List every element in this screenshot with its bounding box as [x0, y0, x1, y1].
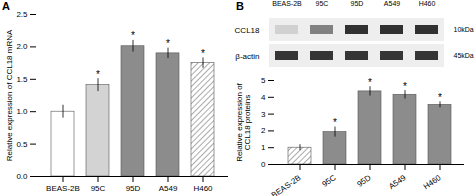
svg-text:BEAS-2B: BEAS-2B [46, 184, 80, 193]
svg-text:BEAS-2B: BEAS-2B [272, 0, 302, 7]
svg-text:5: 5 [261, 76, 266, 85]
svg-text:A549: A549 [159, 184, 178, 193]
svg-text:*: * [403, 81, 407, 92]
svg-text:CCL18: CCL18 [235, 26, 260, 35]
svg-text:0.0: 0.0 [16, 172, 28, 181]
svg-text:Relative expression ofCCL18 pr: Relative expression ofCCL18 proteins [235, 82, 252, 161]
svg-text:*: * [96, 69, 100, 80]
svg-text:95C: 95C [316, 0, 329, 7]
svg-text:0: 0 [261, 160, 266, 169]
svg-text:1.5: 1.5 [16, 75, 28, 84]
svg-text:2: 2 [261, 126, 266, 135]
svg-text:95C: 95C [320, 173, 337, 189]
svg-text:Relative expression of CCL18 m: Relative expression of CCL18 mRNA [5, 29, 14, 161]
svg-text:95C: 95C [91, 184, 106, 193]
svg-text:*: * [131, 30, 135, 41]
svg-text:3: 3 [261, 110, 266, 119]
svg-text:2.0: 2.0 [16, 42, 28, 51]
svg-text:*: * [438, 92, 442, 103]
svg-text:95D: 95D [126, 184, 141, 193]
svg-text:*: * [333, 117, 337, 128]
svg-text:H460: H460 [419, 0, 436, 7]
svg-text:*: * [166, 38, 170, 49]
svg-text:BEAS-2B: BEAS-2B [270, 173, 303, 196]
svg-text:*: * [368, 77, 372, 88]
svg-text:0.5: 0.5 [16, 140, 28, 149]
svg-text:H460: H460 [422, 173, 443, 192]
svg-text:2.5: 2.5 [16, 10, 28, 19]
html-text:B: B [236, 0, 244, 12]
svg-text:H460: H460 [193, 184, 213, 193]
svg-text:A549: A549 [384, 0, 400, 7]
svg-text:10kDa: 10kDa [454, 26, 474, 33]
svg-text:95D: 95D [355, 173, 372, 189]
svg-text:*: * [201, 48, 205, 59]
svg-text:4: 4 [261, 93, 266, 102]
svg-text:45kDa: 45kDa [454, 52, 474, 59]
svg-text:A549: A549 [387, 173, 408, 191]
html-text:A: A [2, 0, 10, 12]
svg-text:β-actin: β-actin [235, 52, 259, 61]
svg-text:95D: 95D [351, 0, 364, 7]
svg-text:1: 1 [261, 143, 266, 152]
svg-text:1.0: 1.0 [16, 107, 28, 116]
